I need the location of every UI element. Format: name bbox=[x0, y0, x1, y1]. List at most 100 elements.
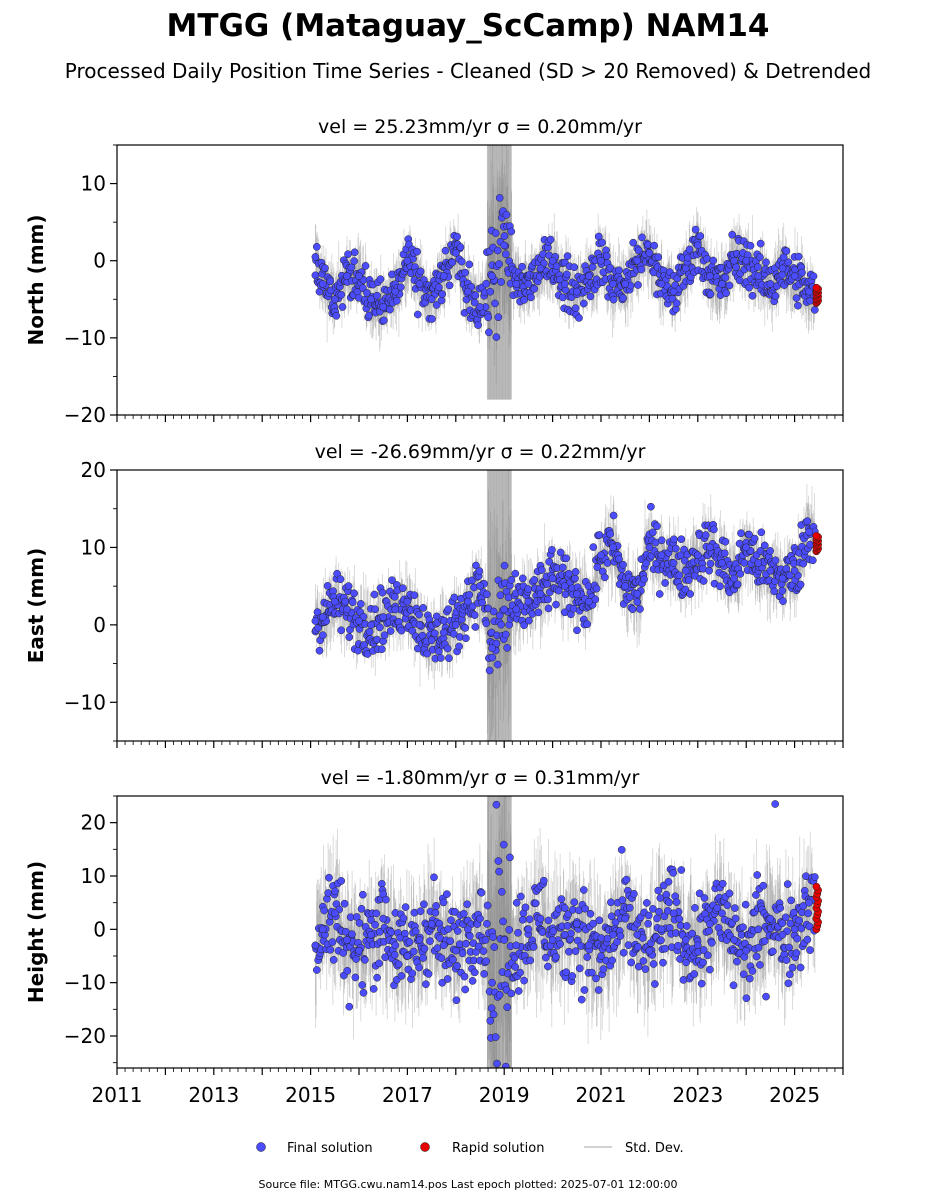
final-solution-point bbox=[563, 252, 572, 260]
final-solution-point bbox=[565, 569, 573, 578]
final-solution-point bbox=[492, 333, 501, 341]
final-solution-point bbox=[461, 268, 470, 277]
final-solution-point bbox=[621, 280, 630, 288]
final-solution-point bbox=[754, 263, 762, 271]
final-solution-point bbox=[778, 586, 787, 595]
final-solution-point bbox=[672, 544, 680, 553]
final-solution-point bbox=[733, 580, 742, 589]
final-solution-point bbox=[341, 597, 350, 606]
final-solution-point bbox=[742, 256, 751, 265]
final-solution-point bbox=[455, 642, 463, 651]
final-solution-point bbox=[376, 275, 385, 284]
final-solution-point bbox=[343, 272, 351, 280]
final-solution-point bbox=[693, 241, 702, 250]
final-solution-point bbox=[471, 291, 480, 300]
final-solution-point bbox=[343, 605, 351, 614]
final-solution-point bbox=[524, 585, 533, 593]
final-solution-point bbox=[808, 556, 817, 565]
final-solution-point bbox=[311, 617, 320, 625]
final-solution-point bbox=[495, 194, 504, 202]
final-solution-point bbox=[681, 585, 690, 594]
final-solution-point bbox=[491, 229, 500, 237]
final-solution-point bbox=[771, 556, 780, 565]
final-solution-point bbox=[323, 582, 332, 590]
final-solution-point bbox=[798, 268, 806, 277]
final-solution-point bbox=[470, 611, 479, 619]
final-solution-point bbox=[722, 289, 730, 298]
final-solution-point bbox=[736, 569, 745, 578]
final-solution-point bbox=[326, 277, 335, 286]
final-solution-point bbox=[403, 256, 412, 265]
final-solution-point bbox=[318, 613, 327, 621]
final-solution-point bbox=[474, 321, 482, 329]
final-solution-point bbox=[370, 590, 379, 599]
final-solution-point bbox=[701, 531, 710, 539]
final-solution-point bbox=[379, 613, 388, 621]
panel-east: −10 0 10 20 vel = -26.69mm/yr σ = 0.22mm/yr E… bbox=[24, 441, 844, 748]
plot-area bbox=[311, 145, 822, 400]
final-solution-point bbox=[318, 280, 327, 288]
final-solution-point bbox=[586, 292, 595, 301]
final-solution-point bbox=[500, 232, 509, 240]
rapid-solution-point bbox=[812, 283, 821, 292]
final-solution-point bbox=[464, 597, 472, 606]
final-solution-point bbox=[488, 272, 496, 280]
final-solution-point bbox=[497, 620, 505, 629]
final-solution-point bbox=[696, 232, 705, 240]
final-solution-point bbox=[399, 584, 407, 593]
final-solution-point bbox=[754, 559, 763, 567]
final-solution-point bbox=[476, 303, 484, 311]
final-solution-point bbox=[754, 272, 763, 280]
final-solution-point bbox=[489, 607, 498, 616]
final-solution-point bbox=[434, 283, 443, 292]
final-solution-point bbox=[439, 272, 448, 280]
final-solution-point bbox=[685, 245, 694, 254]
final-solution-point bbox=[465, 591, 474, 599]
final-solution-point bbox=[344, 582, 353, 590]
final-solution-point bbox=[655, 590, 664, 598]
final-solution-point bbox=[545, 557, 554, 566]
final-solution-point bbox=[693, 551, 702, 560]
final-solution-point bbox=[386, 305, 394, 314]
final-solution-point bbox=[501, 250, 510, 259]
final-solution-point bbox=[475, 567, 484, 575]
final-solution-point bbox=[750, 534, 759, 543]
final-solution-point bbox=[572, 287, 581, 296]
final-solution-point bbox=[649, 528, 657, 537]
final-solution-point bbox=[315, 646, 324, 655]
final-solution-point bbox=[650, 241, 659, 250]
final-solution-point bbox=[598, 238, 606, 247]
final-solution-point bbox=[548, 546, 556, 554]
final-solution-point bbox=[785, 571, 794, 580]
final-solution-point bbox=[794, 301, 802, 310]
final-solution-point bbox=[438, 290, 447, 298]
final-solution-point bbox=[503, 644, 512, 652]
final-solution-point bbox=[716, 582, 724, 591]
y-tick-label: 10 bbox=[81, 535, 106, 559]
final-solution-point bbox=[356, 600, 365, 608]
final-solution-point bbox=[718, 280, 726, 288]
final-solution-point bbox=[728, 230, 737, 239]
final-solution-point bbox=[537, 566, 546, 574]
final-solution-point bbox=[633, 590, 642, 598]
final-solution-point bbox=[445, 654, 453, 663]
final-solution-point bbox=[579, 299, 588, 308]
final-solution-point bbox=[365, 311, 373, 320]
final-solution-point bbox=[737, 529, 745, 538]
final-solution-point bbox=[500, 241, 509, 250]
final-solution-point bbox=[511, 569, 520, 578]
final-solution-point bbox=[377, 645, 386, 654]
final-solution-point bbox=[345, 633, 354, 641]
y-axis-label: East (mm) bbox=[24, 548, 48, 664]
final-solution-point bbox=[645, 543, 654, 552]
final-solution-point bbox=[571, 574, 579, 583]
final-solution-point bbox=[486, 287, 495, 296]
final-solution-point bbox=[313, 608, 322, 616]
final-solution-point bbox=[548, 256, 557, 265]
final-solution-point bbox=[562, 554, 571, 563]
final-solution-point bbox=[423, 649, 432, 658]
final-solution-point bbox=[778, 264, 787, 273]
final-solution-point bbox=[562, 270, 571, 279]
final-solution-point bbox=[790, 566, 799, 575]
final-solution-point bbox=[379, 303, 388, 311]
